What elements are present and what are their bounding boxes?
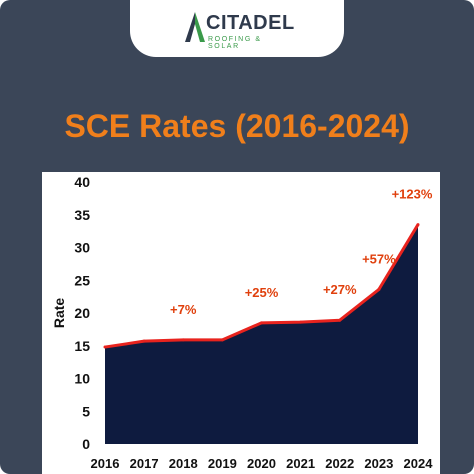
- x-tick-label: 2019: [208, 456, 237, 471]
- annotation-label: +123%: [392, 187, 433, 202]
- data-point: [103, 345, 107, 349]
- x-tick-label: 2022: [325, 456, 354, 471]
- brand-name: CITADEL: [206, 12, 295, 34]
- brand-tagline: ROOFING & SOLAR: [208, 36, 262, 50]
- chart-svg: 0 5 10 15 20 25 30 35 40 Rate 2016 2017 2018 2019 2020…: [51, 174, 434, 471]
- y-axis-label: Rate: [51, 298, 67, 329]
- y-tick-label: 10: [74, 371, 90, 387]
- y-tick-label: 25: [74, 272, 90, 288]
- x-tick-label: 2021: [286, 456, 315, 471]
- annotation-label: +7%: [170, 302, 197, 317]
- logo-notch: [130, 0, 344, 57]
- area-fill: [105, 224, 418, 444]
- x-tick-label: 2024: [404, 456, 434, 471]
- annotation-label: +57%: [362, 251, 396, 266]
- data-point: [299, 320, 303, 324]
- y-tick-label: 5: [82, 403, 90, 419]
- data-point: [338, 318, 342, 322]
- annotation-label: +27%: [323, 282, 357, 297]
- y-tick-label: 20: [74, 305, 90, 321]
- data-point: [260, 321, 263, 325]
- data-point: [377, 287, 381, 291]
- x-tick-label: 2018: [169, 456, 198, 471]
- x-tick-label: 2017: [130, 456, 159, 471]
- y-tick-label: 30: [74, 240, 90, 256]
- x-tick-label: 2020: [247, 456, 276, 471]
- x-tick-label: 2016: [91, 456, 120, 471]
- y-tick-label: 15: [74, 338, 90, 354]
- data-point: [220, 338, 224, 342]
- data-point: [181, 338, 185, 342]
- citadel-logo: CITADEL ROOFING & SOLAR: [184, 10, 294, 50]
- x-tick-label: 2023: [364, 456, 393, 471]
- y-tick-label: 40: [74, 174, 90, 190]
- data-point: [416, 223, 420, 227]
- annotation-label: +25%: [245, 285, 279, 300]
- citadel-mark-icon: [185, 12, 205, 42]
- chart-panel: 0 5 10 15 20 25 30 35 40 Rate 2016 2017 2018 2019 2020…: [42, 172, 440, 474]
- y-tick-label: 35: [74, 207, 90, 223]
- chart-title: SCE Rates (2016-2024): [64, 108, 410, 144]
- data-point: [142, 339, 146, 343]
- y-tick-label: 0: [82, 436, 90, 452]
